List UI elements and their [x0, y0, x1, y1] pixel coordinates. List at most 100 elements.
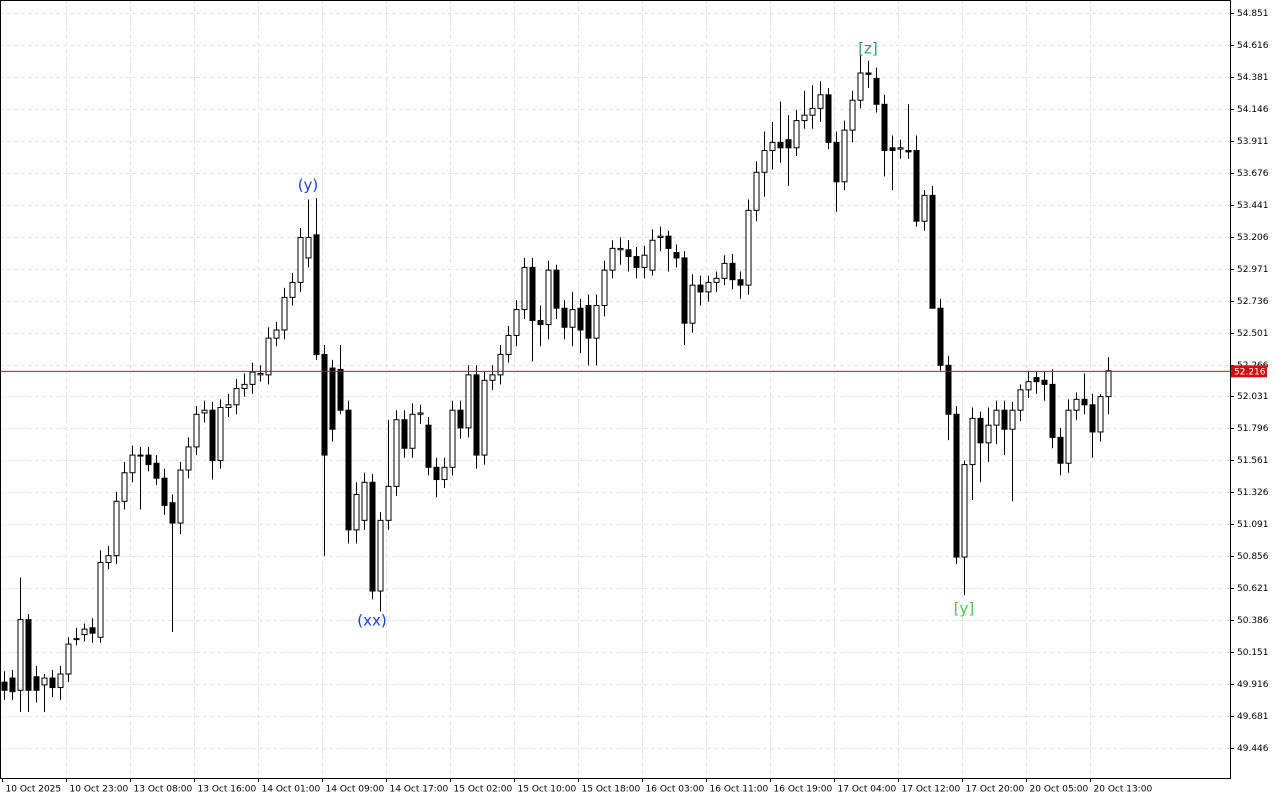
candle-body	[49, 677, 56, 689]
candle-body	[1049, 383, 1056, 438]
candle-body	[545, 269, 552, 326]
candle-body	[73, 638, 80, 641]
candle-body	[777, 141, 784, 149]
x-tick-label: 17 Oct 12:00	[902, 785, 961, 795]
y-tick-label: 50.856	[1237, 552, 1269, 562]
x-tick-label: 13 Oct 08:00	[134, 785, 193, 795]
candle-body	[849, 99, 856, 131]
wave-label: [z]	[858, 39, 878, 57]
y-tick-label: 54.381	[1237, 73, 1269, 83]
candle-body	[201, 409, 208, 414]
y-tick-label: 50.621	[1237, 584, 1269, 594]
candle-body	[705, 281, 712, 293]
y-tick-label: 52.501	[1237, 329, 1269, 339]
y-tick-label: 53.206	[1237, 233, 1269, 243]
candle-body	[377, 519, 384, 592]
candle-body	[1017, 389, 1024, 411]
x-tick-label: 14 Oct 17:00	[390, 785, 449, 795]
candle-body	[953, 413, 960, 558]
candle-body	[353, 494, 360, 531]
candle-body	[209, 409, 216, 462]
candle-body	[1001, 409, 1008, 430]
candle-body	[977, 417, 984, 444]
candle-body	[361, 481, 368, 521]
candle-body	[785, 139, 792, 149]
candle-body	[737, 279, 744, 286]
candle-body	[1081, 398, 1088, 406]
candle-body	[665, 235, 672, 249]
y-tick-label: 53.441	[1237, 201, 1269, 211]
candle-body	[833, 141, 840, 183]
candle-body	[673, 251, 680, 259]
candle-body	[505, 334, 512, 355]
candle-body	[329, 367, 336, 430]
candle-body	[585, 305, 592, 339]
candle-body	[401, 419, 408, 449]
candle-body	[497, 353, 504, 376]
y-tick-label: 49.446	[1237, 744, 1269, 754]
candle-body	[561, 307, 568, 328]
candle-body	[745, 209, 752, 286]
candle-body	[1009, 409, 1016, 430]
candle-body	[305, 237, 312, 259]
candle-body	[137, 454, 144, 457]
y-tick-label: 50.386	[1237, 616, 1269, 626]
candle-body	[193, 413, 200, 448]
y-tick-label: 51.091	[1237, 520, 1269, 530]
candle-body	[417, 412, 424, 415]
candle-body	[313, 234, 320, 355]
candle-body	[273, 329, 280, 339]
y-tick-label: 52.031	[1237, 392, 1269, 402]
candle-body	[297, 237, 304, 283]
candle-body	[641, 254, 648, 268]
candle-body	[1025, 381, 1032, 391]
candle-body	[713, 277, 720, 283]
candle-body	[337, 368, 344, 411]
candle-body	[369, 481, 376, 592]
x-tick-label: 15 Oct 10:00	[518, 785, 577, 795]
candle-body	[17, 619, 24, 691]
candle-body	[529, 266, 536, 321]
candle-body	[521, 266, 528, 311]
candle-body	[841, 129, 848, 183]
candle-body	[633, 256, 640, 268]
candle-body	[489, 374, 496, 381]
candle-body	[233, 387, 240, 406]
candle-body	[697, 284, 704, 293]
candle-body	[433, 466, 440, 481]
candle-body	[321, 353, 328, 456]
x-tick-label: 15 Oct 18:00	[582, 785, 641, 795]
candle-body	[857, 72, 864, 101]
candle-body	[905, 150, 912, 153]
y-tick-label: 51.796	[1237, 424, 1269, 434]
y-tick-label: 54.146	[1237, 105, 1269, 115]
candle-body	[761, 150, 768, 173]
x-tick-label: 20 Oct 05:00	[1030, 785, 1089, 795]
last-price-label: 52.216	[1234, 367, 1266, 377]
x-tick-label: 16 Oct 19:00	[774, 785, 833, 795]
candle-body	[41, 677, 48, 686]
candle-body	[689, 284, 696, 324]
candle-body	[481, 379, 488, 456]
y-tick-label: 54.851	[1237, 9, 1269, 19]
candle-body	[657, 235, 664, 239]
candle-body	[569, 309, 576, 328]
candle-body	[649, 239, 656, 271]
candle-body	[889, 147, 896, 152]
candle-body	[145, 454, 152, 466]
y-tick-label: 53.676	[1237, 169, 1269, 179]
candle-body	[1089, 404, 1096, 433]
wave-label: [y]	[954, 600, 975, 618]
candle-body	[625, 249, 632, 258]
candle-body	[393, 419, 400, 487]
y-tick-label: 52.971	[1237, 265, 1269, 275]
candle-body	[577, 307, 584, 331]
y-tick-label: 50.151	[1237, 648, 1269, 658]
candle-body	[913, 150, 920, 222]
x-tick-label: 14 Oct 01:00	[262, 785, 321, 795]
candle-body	[969, 417, 976, 466]
candle-body	[809, 107, 816, 116]
candle-body	[289, 281, 296, 298]
